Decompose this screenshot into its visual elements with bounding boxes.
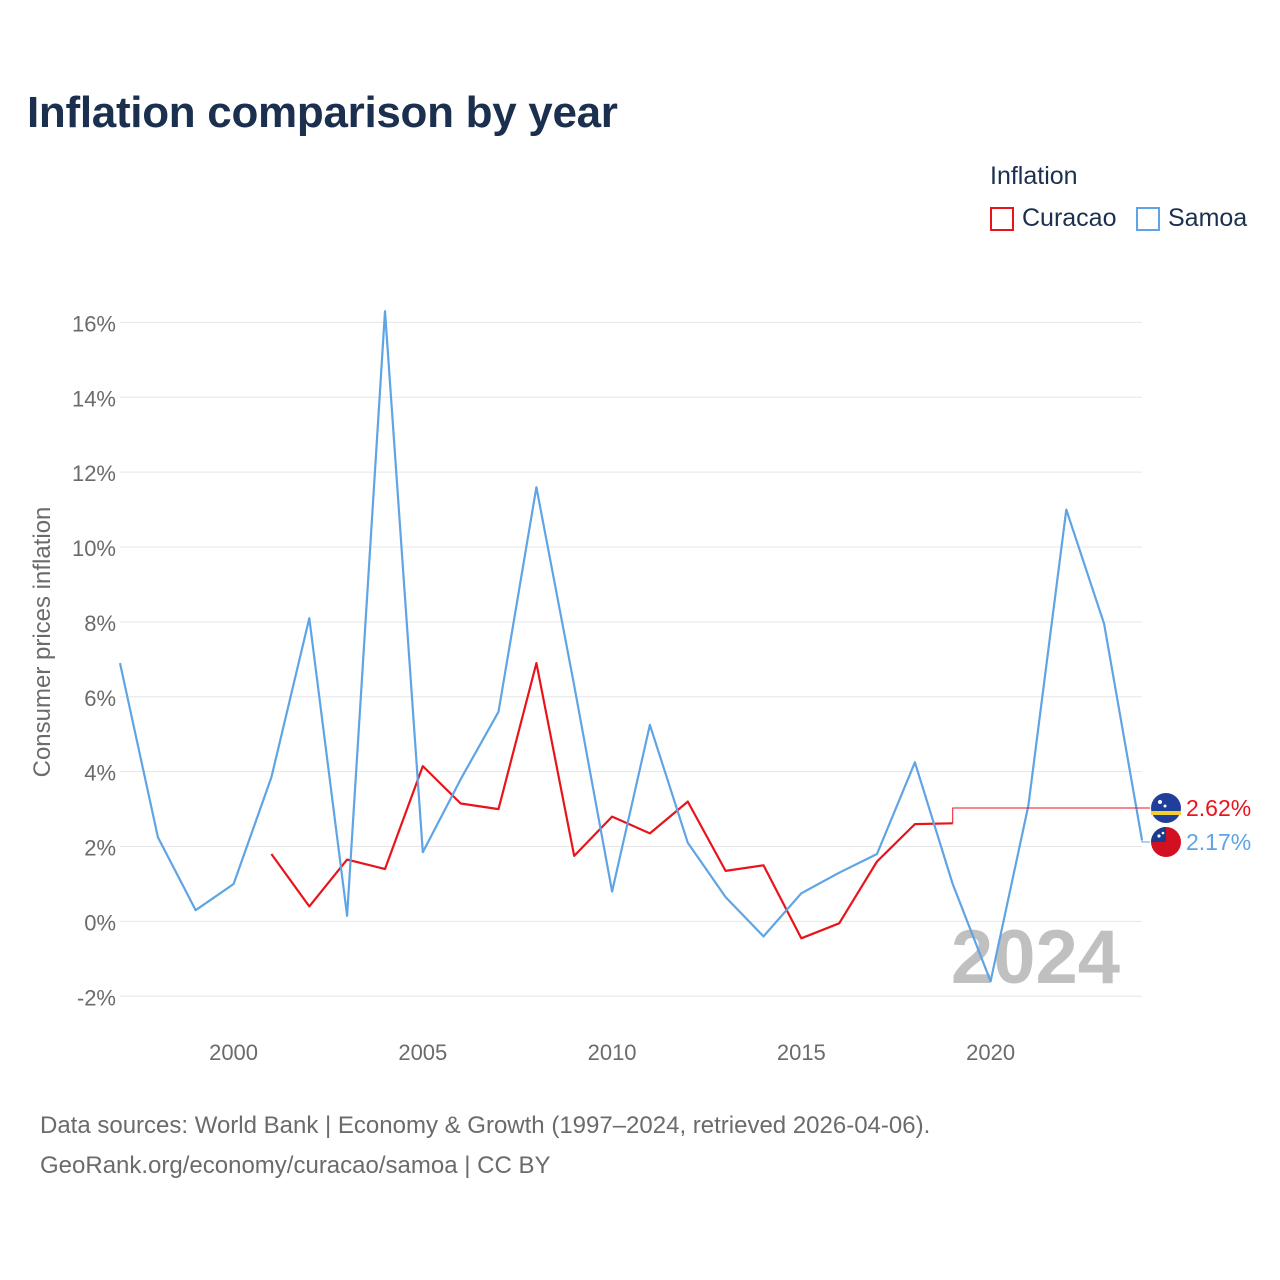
line-chart: -2% 0% 2% 4% 6% 8% 10% 12% 14% 16% 2000 2005 2010 201… xyxy=(29,310,1251,1065)
flag-curacao-star xyxy=(1158,800,1162,804)
x-tick-label: 2020 xyxy=(966,1040,1015,1065)
flag-curacao-stripe xyxy=(1151,811,1181,815)
connector-curacao xyxy=(952,807,1150,824)
legend-title: Inflation xyxy=(990,162,1078,190)
legend-label-samoa: Samoa xyxy=(1168,204,1248,232)
y-tick-label: 12% xyxy=(72,461,116,486)
y-tick-label: 14% xyxy=(72,386,116,411)
end-label-samoa: 2.17% xyxy=(1186,829,1251,855)
x-tick-label: 2005 xyxy=(398,1040,447,1065)
flag-curacao-icon xyxy=(1151,793,1181,823)
x-tick-label: 2015 xyxy=(777,1040,826,1065)
data-source-note: Data sources: World Bank | Economy & Gro… xyxy=(40,1112,931,1139)
legend-swatch-samoa xyxy=(1136,206,1160,231)
y-tick-label: 10% xyxy=(72,536,116,561)
legend-item-samoa[interactable]: Samoa xyxy=(1136,204,1247,233)
flag-curacao-star xyxy=(1163,804,1167,808)
footer: Data sources: World Bank | Economy & Gro… xyxy=(40,1106,930,1186)
x-tick-label: 2000 xyxy=(209,1040,258,1065)
legend-label-curacao: Curacao xyxy=(1022,204,1117,232)
series-line-samoa xyxy=(118,310,1144,983)
y-axis-label: Consumer prices inflation xyxy=(29,507,56,778)
y-tick-label: -2% xyxy=(77,985,116,1010)
flag-samoa-star xyxy=(1157,834,1161,838)
legend-swatch-curacao xyxy=(990,206,1014,231)
y-tick-label: 0% xyxy=(84,910,116,935)
y-tick-label: 16% xyxy=(72,311,116,336)
legend-item-curacao[interactable]: Curacao xyxy=(990,204,1117,233)
chart-title: Inflation comparison by year xyxy=(27,88,618,137)
y-tick-label: 8% xyxy=(84,611,116,636)
year-watermark: 2024 xyxy=(951,915,1120,1000)
end-label-curacao: 2.62% xyxy=(1186,795,1251,821)
y-tick-label: 2% xyxy=(84,836,116,861)
y-tick-label: 4% xyxy=(84,761,116,786)
flag-samoa-star xyxy=(1161,831,1165,835)
connector-samoa xyxy=(1141,840,1150,843)
x-tick-label: 2010 xyxy=(588,1040,637,1065)
series-line-curacao xyxy=(270,661,953,940)
y-tick-label: 6% xyxy=(84,686,116,711)
source-url[interactable]: GeoRank.org/economy/curacao/samoa | CC B… xyxy=(40,1152,551,1179)
